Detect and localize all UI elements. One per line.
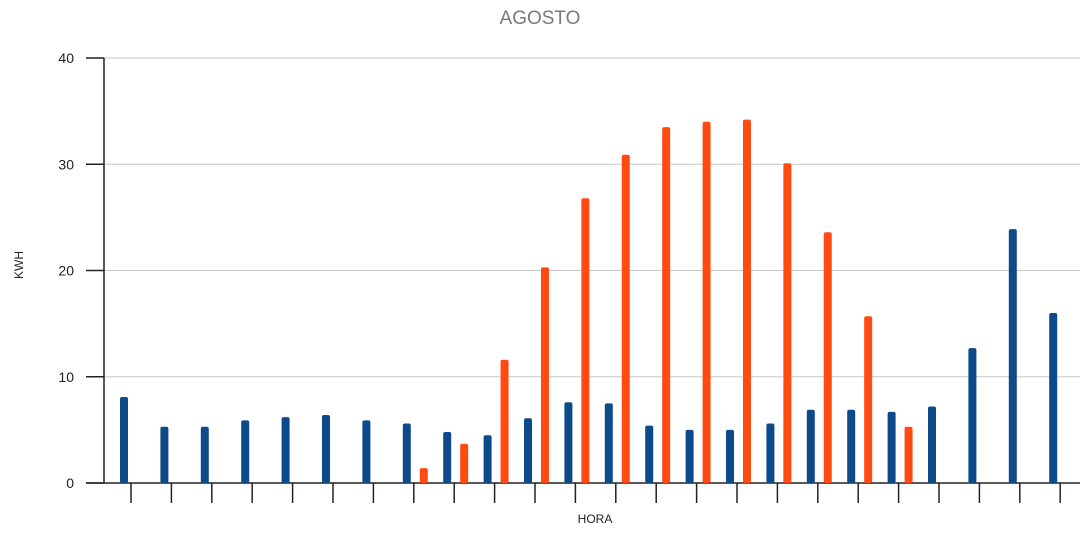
bar: [968, 348, 977, 483]
bar: [645, 425, 654, 483]
bar: [402, 423, 411, 483]
bar: [783, 163, 792, 483]
bar: [928, 406, 936, 483]
bar: [564, 402, 573, 483]
bar: [581, 198, 590, 483]
bar: [847, 409, 856, 483]
bar: [540, 267, 549, 483]
bar: [702, 121, 711, 483]
bar: [726, 429, 734, 483]
bar: [160, 426, 169, 483]
bar: [1049, 313, 1058, 483]
bar: [1008, 229, 1017, 483]
bar: [281, 417, 290, 483]
y-tick-label: 40: [58, 50, 74, 66]
y-tick-label: 10: [58, 369, 74, 385]
bar: [806, 409, 815, 483]
bar: [887, 411, 896, 483]
bar: [500, 359, 509, 483]
bar: [604, 403, 613, 483]
bar: [200, 426, 209, 483]
bar: [322, 415, 330, 483]
bar: [685, 429, 694, 483]
chart-title: AGOSTO: [499, 8, 581, 29]
y-tick-label: 20: [58, 263, 74, 279]
bar: [621, 154, 630, 483]
bar: [241, 420, 250, 483]
bar: [766, 423, 775, 483]
bar: [460, 443, 469, 483]
bar: [443, 432, 452, 483]
y-tick-label: 30: [58, 156, 74, 172]
bar: [120, 396, 128, 483]
bar: [524, 418, 532, 483]
bar: [362, 420, 371, 483]
y-tick-label: 0: [66, 475, 74, 491]
bar: [823, 232, 832, 483]
bar: [483, 435, 492, 483]
bar: [662, 127, 671, 483]
bar: [904, 426, 913, 483]
bar: [864, 316, 873, 483]
x-axis-label: HORA: [577, 512, 613, 526]
bar: [742, 119, 751, 483]
bar: [419, 468, 428, 483]
